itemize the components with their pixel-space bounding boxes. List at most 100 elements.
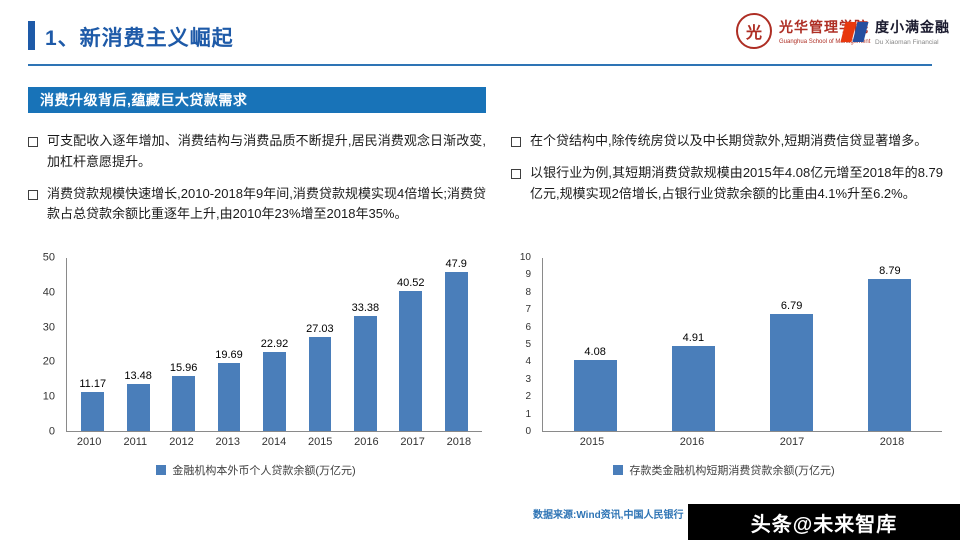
x-axis-tick-label: 2017: [779, 436, 805, 448]
square-bullet-icon: [511, 137, 521, 147]
bar-value-label: 13.48: [124, 370, 152, 383]
bar: [308, 337, 332, 431]
square-bullet-icon: [28, 137, 38, 147]
bar: [81, 392, 105, 431]
bar-group: 33.38: [343, 258, 388, 431]
left-text-column: 可支配收入逐年增加、消费结构与消费品质不断提升,居民消费观念日渐改变,加杠杆意愿…: [28, 131, 486, 236]
right-text-column: 在个贷结构中,除传统房贷以及中长期贷款外,短期消费信贷显著增多。 以银行业为例,…: [511, 131, 943, 215]
plot-area-wrap: 10 9 8 7 6 5 4 3 2 1 0 4.08 4.91 6.79 8.79: [520, 253, 942, 437]
legend-label: 存款类金融机构短期消费贷款余额(万亿元): [629, 465, 835, 477]
bar-value-label: 4.91: [682, 332, 705, 345]
square-bullet-icon: [28, 189, 38, 200]
bar: [399, 290, 423, 431]
bar-series: 4.08 4.91 6.79 8.79: [543, 258, 942, 431]
bar-value-label: 15.96: [169, 361, 198, 374]
bullet-item: 消费贷款规模快速增长,2010-2018年9年间,消费贷款规模实现4倍增长;消费…: [28, 184, 486, 226]
y-axis-tick-label: 8: [525, 286, 531, 298]
chart-legend: 存款类金融机构短期消费贷款余额(万亿元): [506, 462, 942, 478]
duxiaoman-logo-name: 度小满金融: [875, 19, 950, 35]
bar-group: 19.69: [206, 258, 251, 431]
bar-group: 15.96: [161, 258, 206, 431]
bar: [126, 384, 150, 431]
y-axis-tick-label: 0: [48, 425, 55, 438]
bar: [263, 351, 286, 431]
x-axis-tick-label: 2017: [400, 436, 425, 448]
x-axis-tick-label: 2016: [679, 436, 705, 448]
guanghua-seal-glyph: 光: [745, 25, 762, 42]
x-axis-tick-label: 2016: [354, 436, 379, 448]
chart-personal-loan-balance: 50 40 30 20 10 0 11.17 13.48 15.96 19.69 22.92 27.…: [30, 252, 482, 478]
chart-legend: 金融机构本外币个人贷款余额(万亿元): [30, 462, 482, 478]
bar-group: 4.91: [644, 258, 742, 431]
x-axis-tick-label: 2018: [879, 436, 905, 448]
duxiaoman-logo: 度小满金融 Du Xiaoman Financial: [840, 17, 950, 46]
bullet-item: 在个贷结构中,除传统房贷以及中长期贷款外,短期消费信贷显著增多。: [511, 131, 943, 152]
bullet-text: 可支配收入逐年增加、消费结构与消费品质不断提升,居民消费观念日渐改变,加杠杆意愿…: [47, 133, 486, 169]
bar-group: 40.52: [388, 258, 433, 431]
y-axis-tick-label: 20: [42, 355, 55, 368]
page-title: 1、新消费主义崛起: [45, 27, 234, 50]
y-axis-tick-label: 30: [42, 321, 55, 334]
legend-swatch-icon: [156, 465, 167, 475]
legend-swatch-icon: [613, 465, 624, 475]
plot-area: 11.17 13.48 15.96 19.69 22.92 27.03 33.38 40.52…: [66, 258, 482, 432]
y-axis: 10 9 8 7 6 5 4 3 2 1 0: [506, 253, 536, 437]
bar-group: 6.79: [743, 258, 841, 431]
data-source-note: 数据来源:Wind资讯,中国人民银行: [533, 510, 684, 521]
bar-value-label: 6.79: [780, 299, 803, 312]
bar-group: 4.08: [546, 258, 644, 431]
bar: [353, 315, 377, 431]
bar-value-label: 33.38: [351, 301, 380, 314]
duxiaoman-logo-text: 度小满金融 Du Xiaoman Financial: [875, 17, 950, 46]
x-axis-tick-label: 2018: [446, 436, 472, 448]
chart-short-term-consumer-loan: 10 9 8 7 6 5 4 3 2 1 0 4.08 4.91 6.79 8.79 2015 2016 20…: [506, 253, 942, 478]
guanghua-seal-icon: 光: [736, 13, 772, 49]
bar: [770, 313, 814, 431]
bar-value-label: 40.52: [397, 276, 425, 289]
bar: [868, 278, 912, 431]
bar: [217, 362, 241, 431]
bullet-item: 以银行业为例,其短期消费贷款规模由2015年4.08亿元增至2018年的8.79…: [511, 163, 943, 205]
bar-value-label: 8.79: [879, 264, 901, 277]
legend-label: 金融机构本外币个人贷款余额(万亿元): [172, 465, 356, 477]
bar-group: 13.48: [115, 258, 160, 431]
x-axis-tick-label: 2015: [307, 436, 333, 448]
watermark-banner: 头条@未来智库: [688, 504, 960, 540]
bar: [172, 375, 195, 431]
bar: [573, 360, 617, 431]
y-axis-tick-label: 6: [525, 321, 531, 333]
y-axis-tick-label: 5: [525, 339, 531, 350]
y-axis-tick-label: 9: [525, 269, 531, 281]
bar-value-label: 4.08: [584, 346, 606, 359]
plot-area: 4.08 4.91 6.79 8.79: [542, 258, 942, 432]
bar-group: 47.9: [434, 258, 479, 431]
title-accent-bar: [28, 21, 35, 50]
bar-group: 22.92: [252, 258, 297, 431]
square-bullet-icon: [511, 168, 521, 179]
bar-group: 11.17: [70, 258, 115, 431]
duxiaoman-mark-icon: [840, 18, 869, 46]
y-axis-tick-label: 3: [525, 373, 531, 385]
y-axis-tick-label: 1: [525, 408, 531, 420]
bullet-text: 在个贷结构中,除传统房贷以及中长期贷款外,短期消费信贷显著增多。: [530, 133, 928, 148]
y-axis-tick-label: 10: [42, 390, 55, 403]
bar-value-label: 22.92: [260, 337, 289, 350]
x-axis: 2010 2011 2012 2013 2014 2015 2016 2017 2018: [66, 432, 482, 448]
plot-area-wrap: 50 40 30 20 10 0 11.17 13.48 15.96 19.69 22.92 27.…: [43, 252, 482, 437]
x-axis-tick-label: 2012: [169, 436, 194, 448]
x-axis-tick-label: 2014: [261, 436, 287, 448]
x-axis-tick-label: 2013: [215, 436, 240, 448]
y-axis-tick-label: 50: [42, 251, 55, 264]
duxiaoman-logo-subtitle: Du Xiaoman Financial: [875, 39, 939, 46]
bar-value-label: 47.9: [445, 258, 467, 270]
bar: [444, 272, 468, 431]
header-divider-line: [28, 64, 932, 66]
bullet-text: 消费贷款规模快速增长,2010-2018年9年间,消费贷款规模实现4倍增长;消费…: [47, 185, 486, 222]
bullet-item: 可支配收入逐年增加、消费结构与消费品质不断提升,居民消费观念日渐改变,加杠杆意愿…: [28, 131, 486, 173]
y-axis-tick-label: 7: [525, 304, 531, 316]
y-axis-tick-label: 2: [525, 391, 531, 403]
y-axis: 50 40 30 20 10 0: [30, 252, 60, 437]
bar-group: 27.03: [297, 258, 342, 431]
bar-value-label: 27.03: [306, 323, 334, 336]
